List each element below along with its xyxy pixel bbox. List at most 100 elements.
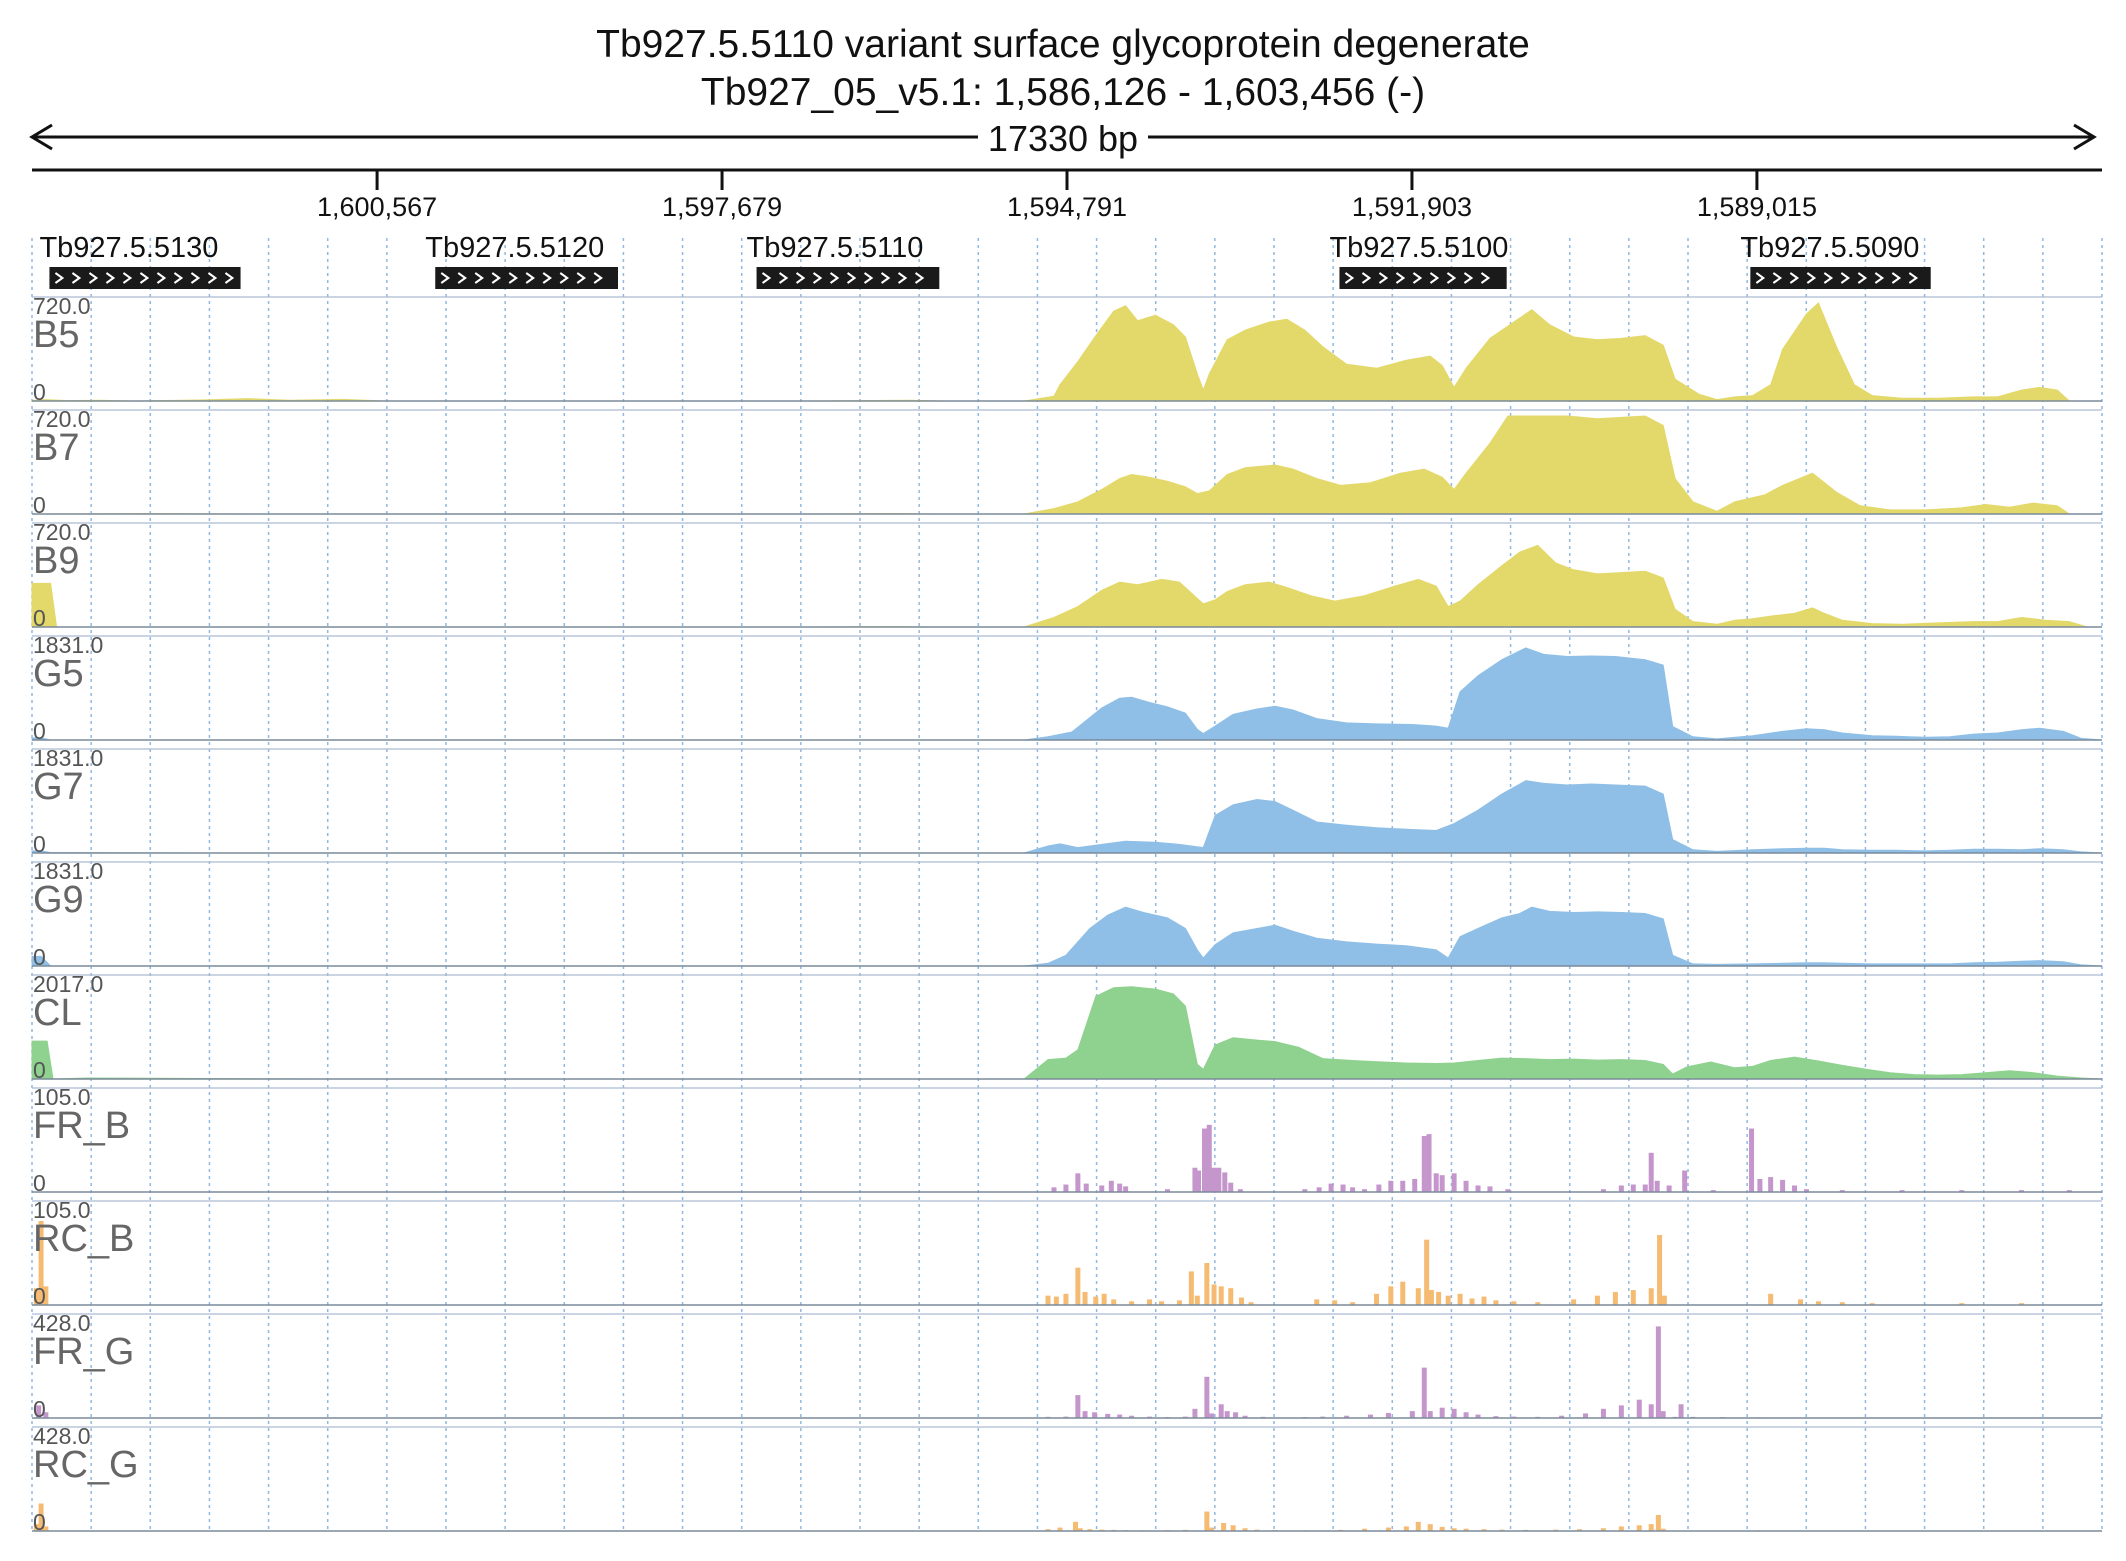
coverage-bar <box>1194 1295 1200 1305</box>
coverage-bar <box>1075 1267 1081 1305</box>
coverage-bar <box>1099 1185 1105 1192</box>
coverage-bar <box>1655 1326 1661 1418</box>
coverage-bar <box>43 1412 49 1418</box>
chevron-icon <box>1806 272 1817 284</box>
coverage-bar <box>1087 1529 1093 1531</box>
coverage-bar <box>1426 1134 1432 1192</box>
coverage-bar <box>1433 1173 1439 1192</box>
coverage-bar <box>1385 1527 1391 1531</box>
chevron-icon <box>863 272 874 284</box>
chevron-icon <box>54 272 65 284</box>
chevron-icon <box>457 272 467 284</box>
track-max-label: 105.0 <box>33 1084 91 1110</box>
track-max-label: 720.0 <box>33 406 91 432</box>
coverage-bar <box>1493 1300 1499 1305</box>
coverage-bar <box>1072 1521 1078 1531</box>
coverage-bar <box>1242 1415 1248 1418</box>
coverage-bar <box>1618 1405 1624 1418</box>
coverage-bar <box>1388 1180 1394 1192</box>
coverage-bar <box>1221 1522 1227 1531</box>
axis-tick-label: 1,591,903 <box>1352 192 1472 222</box>
coverage-bar <box>1959 1303 1965 1305</box>
coverage-bar <box>1427 1411 1433 1418</box>
chart-subtitle: Tb927_05_v5.1: 1,586,126 - 1,603,456 (-) <box>701 71 1425 114</box>
coverage-bar <box>1682 1170 1688 1192</box>
chevron-icon <box>1378 272 1389 284</box>
chevron-icon <box>1446 272 1457 284</box>
coverage-bar <box>1583 1413 1589 1418</box>
coverage-bar <box>1451 1528 1457 1531</box>
coverage-bar <box>38 1503 44 1531</box>
coverage-bar <box>1053 1296 1059 1305</box>
coverage-bar <box>1206 1124 1212 1192</box>
chevron-icon <box>1429 272 1440 284</box>
coverage-bar <box>1316 1187 1322 1192</box>
chevron-icon <box>173 272 184 284</box>
track-name-label: RC_B <box>33 1218 134 1260</box>
chevron-icon <box>778 272 789 284</box>
coverage-bar <box>1636 1399 1642 1418</box>
coverage-bar <box>1535 1302 1541 1305</box>
coverage-bar <box>1749 1128 1755 1192</box>
coverage-bar <box>1415 1521 1421 1531</box>
chevron-icon <box>525 272 535 284</box>
coverage-bar <box>1093 1296 1099 1305</box>
coverage-bar <box>1204 1511 1210 1531</box>
coverage-bar <box>1385 1412 1391 1418</box>
coverage-bar <box>1218 1404 1224 1418</box>
track-max-label: 1831.0 <box>33 858 103 884</box>
coverage-bar <box>1660 1411 1666 1418</box>
coverage-bar <box>1242 1528 1248 1531</box>
track-min-label: 0 <box>33 1396 46 1422</box>
track-min-label: 0 <box>33 1509 46 1535</box>
track-name-label: G9 <box>33 879 84 921</box>
track-g5: 1831.0G5 0 <box>31 632 2103 744</box>
coverage-bar <box>1350 1187 1356 1192</box>
coverage-bar <box>1117 1414 1123 1418</box>
chevron-icon <box>880 272 891 284</box>
chevron-icon <box>1344 272 1355 284</box>
coverage-bar <box>1340 1184 1346 1192</box>
chevron-icon <box>559 272 569 284</box>
coverage-bar <box>1792 1185 1798 1192</box>
coverage-bar <box>1204 1376 1210 1418</box>
chevron-icon <box>1755 272 1766 284</box>
coverage-bar <box>33 1288 39 1305</box>
coverage-bar <box>1063 1184 1069 1192</box>
coverage-bar <box>1129 1415 1135 1418</box>
chevron-icon <box>1395 272 1406 284</box>
track-min-label: 0 <box>33 718 46 744</box>
coverage-bar <box>1196 1170 1202 1192</box>
coverage-bar <box>1768 1177 1774 1192</box>
coverage-bar <box>1388 1286 1394 1305</box>
coverage-bar <box>1129 1301 1135 1305</box>
coverage-bar <box>1082 1411 1088 1418</box>
coverage-bar <box>1487 1186 1493 1192</box>
coverage-bar <box>2066 1190 2072 1192</box>
coverage-bar <box>1192 1408 1198 1418</box>
coverage-bar <box>1421 1136 1427 1192</box>
coverage-bar <box>1057 1527 1063 1531</box>
coverage-bar <box>1164 1189 1170 1192</box>
coverage-bar <box>1600 1528 1606 1531</box>
coverage-bar <box>1630 1290 1636 1305</box>
coverage-bar <box>1475 1185 1481 1192</box>
track-max-label: 720.0 <box>33 293 91 319</box>
strand-arrows-icon <box>1755 272 1919 284</box>
chevron-icon <box>1823 272 1834 284</box>
track-b5: 720.0B5 0 <box>31 293 2102 405</box>
coordinate-axis: 1,600,567 1,597,679 1,594,791 1,591,903 1,58… <box>317 170 1817 222</box>
coverage-bar <box>1439 1175 1445 1192</box>
coverage-bar <box>1475 1414 1481 1418</box>
coverage-bar <box>1111 1299 1117 1305</box>
track-g7: 1831.0G7 0 <box>31 745 2103 857</box>
gene-label: Tb927.5.5120 <box>425 232 604 264</box>
track-min-label: 0 <box>33 1283 46 1309</box>
gene-label: Tb927.5.5090 <box>1740 232 1919 264</box>
coverage-bar <box>1757 1178 1763 1192</box>
chevron-icon <box>795 272 806 284</box>
chevron-icon <box>1908 272 1919 284</box>
coverage-bar <box>1228 1182 1234 1192</box>
coverage-bar <box>1661 1295 1667 1305</box>
strand-arrows-icon <box>761 272 925 284</box>
